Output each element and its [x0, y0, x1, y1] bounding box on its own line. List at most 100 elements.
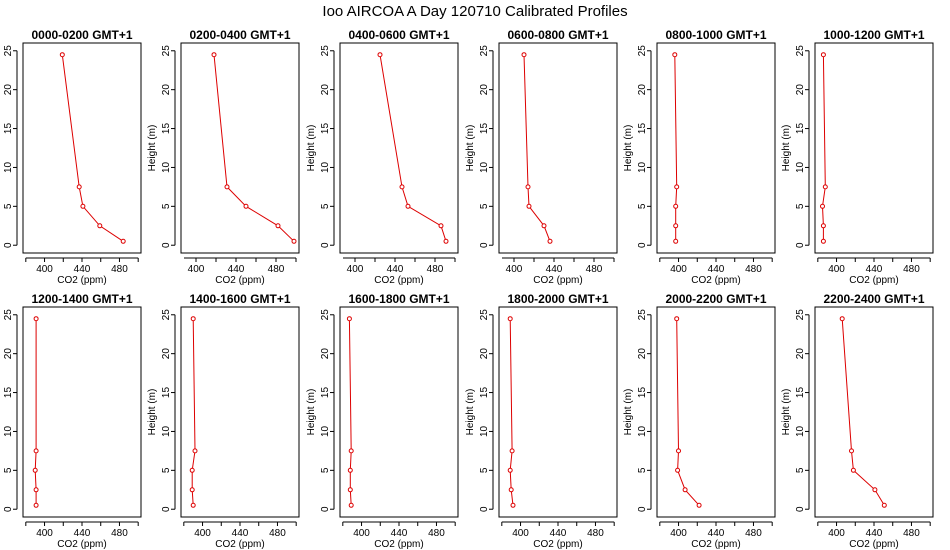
- data-point: [672, 52, 678, 58]
- panel-title: 2200-2400 GMT+1: [823, 292, 924, 306]
- data-point: [525, 184, 531, 190]
- x-tick-label: 480: [745, 528, 762, 539]
- y-tick-label: 5: [479, 203, 490, 209]
- data-point: [872, 487, 878, 493]
- y-tick-label: 25: [320, 309, 331, 321]
- x-tick-label: 480: [903, 264, 920, 275]
- data-point: [839, 316, 845, 322]
- y-tick-label: 10: [161, 161, 172, 173]
- series-line: [379, 54, 447, 242]
- data-point: [510, 502, 516, 508]
- plot-frame: [180, 42, 300, 254]
- data-point: [820, 223, 826, 229]
- chart-panel: 1400-1600 GMT+1 0 5 10 15 20 25 Height (m) 400 44…: [147, 292, 300, 550]
- data-point: [80, 203, 86, 209]
- x-axis-label: CO2 (ppm): [533, 539, 582, 550]
- data-point: [189, 467, 195, 473]
- plot-frame: [339, 306, 459, 518]
- y-axis-label: Height (m): [465, 125, 476, 172]
- x-tick-label: 440: [228, 264, 245, 275]
- data-point: [526, 203, 532, 209]
- y-tick-label: 25: [637, 309, 648, 321]
- plot-frame: [814, 42, 934, 254]
- y-tick-label: 0: [637, 242, 648, 248]
- chart-panel: 0200-0400 GMT+1 0 5 10 15 20 25 Height (m) 400 44…: [147, 28, 300, 286]
- y-tick-label: 15: [795, 387, 806, 399]
- x-tick-label: 440: [232, 528, 249, 539]
- chart-panel: 2200-2400 GMT+1 0 5 10 15 20 25 Height (m) 400 44…: [781, 292, 934, 550]
- x-axis-label: CO2 (ppm): [374, 539, 423, 550]
- y-tick-label: 25: [3, 45, 14, 57]
- y-tick-label: 10: [637, 425, 648, 437]
- y-tick-label: 15: [161, 123, 172, 135]
- data-point: [673, 203, 679, 209]
- data-point: [507, 316, 513, 322]
- y-axis-label: Height (m): [147, 389, 158, 436]
- data-point: [674, 316, 680, 322]
- chart-panel: 0800-1000 GMT+1 0 5 10 15 20 25 Height (m) 400 44…: [623, 28, 776, 286]
- x-tick-label: 400: [670, 264, 687, 275]
- y-tick-label: 5: [3, 467, 14, 473]
- y-tick-label: 15: [3, 123, 14, 135]
- x-axis-label: CO2 (ppm): [374, 275, 423, 286]
- y-tick-label: 15: [320, 387, 331, 399]
- plot-frame: [180, 306, 300, 518]
- y-tick-label: 0: [320, 242, 331, 248]
- y-tick-label: 10: [479, 161, 490, 173]
- x-tick-label: 400: [828, 264, 845, 275]
- y-tick-label: 0: [637, 506, 648, 512]
- data-point: [881, 502, 887, 508]
- data-point: [405, 203, 411, 209]
- y-tick-label: 0: [3, 242, 14, 248]
- y-tick-label: 25: [795, 309, 806, 321]
- y-tick-label: 20: [320, 84, 331, 96]
- chart-panel: 0400-0600 GMT+1 0 5 10 15 20 25 Height (m) 400 44…: [306, 28, 459, 286]
- y-tick-label: 25: [161, 45, 172, 57]
- x-axis-label: CO2 (ppm): [215, 539, 264, 550]
- x-tick-label: 440: [387, 264, 404, 275]
- data-point: [346, 316, 352, 322]
- x-axis-label: CO2 (ppm): [533, 275, 582, 286]
- series-line: [523, 54, 551, 242]
- data-point: [348, 502, 354, 508]
- panel-title: 2000-2200 GMT+1: [665, 292, 766, 306]
- y-axis-label: Height (m): [623, 125, 634, 172]
- y-tick-label: 20: [161, 348, 172, 360]
- x-tick-label: 400: [36, 264, 53, 275]
- y-tick-label: 20: [637, 348, 648, 360]
- data-point: [224, 184, 230, 190]
- y-tick-label: 20: [3, 348, 14, 360]
- y-tick-label: 5: [320, 203, 331, 209]
- series-line: [674, 54, 678, 242]
- series-line: [191, 318, 196, 506]
- y-tick-label: 5: [161, 203, 172, 209]
- x-axis-label: CO2 (ppm): [215, 275, 264, 286]
- series-line: [509, 318, 514, 506]
- x-tick-label: 440: [708, 264, 725, 275]
- y-tick-label: 0: [3, 506, 14, 512]
- y-tick-label: 15: [479, 387, 490, 399]
- x-tick-label: 440: [866, 528, 883, 539]
- x-tick-label: 440: [74, 264, 91, 275]
- plot-frame: [814, 306, 934, 518]
- x-tick-label: 440: [74, 528, 91, 539]
- y-tick-label: 20: [3, 84, 14, 96]
- data-point: [673, 223, 679, 229]
- x-tick-label: 400: [828, 528, 845, 539]
- y-tick-label: 15: [637, 387, 648, 399]
- plot-frame: [656, 306, 776, 518]
- series-line: [821, 54, 826, 242]
- data-point: [59, 52, 65, 58]
- y-tick-label: 5: [479, 467, 490, 473]
- x-tick-label: 480: [269, 528, 286, 539]
- data-point: [348, 448, 354, 454]
- y-tick-label: 10: [795, 425, 806, 437]
- data-point: [696, 502, 702, 508]
- y-tick-label: 5: [795, 203, 806, 209]
- data-point: [377, 52, 383, 58]
- data-point: [189, 487, 195, 493]
- y-tick-label: 0: [795, 242, 806, 248]
- data-point: [850, 467, 856, 473]
- y-tick-label: 10: [3, 425, 14, 437]
